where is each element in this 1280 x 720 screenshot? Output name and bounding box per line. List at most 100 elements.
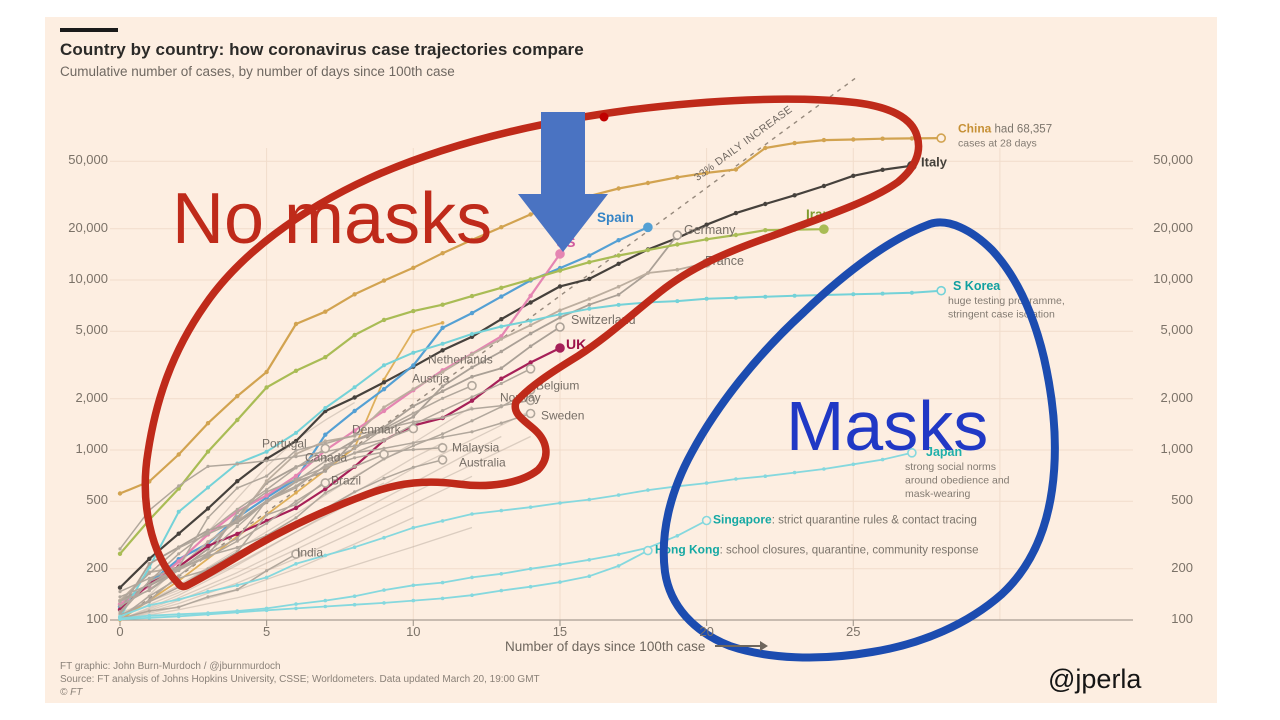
marker-dot (821, 183, 827, 189)
marker-dot (792, 140, 797, 146)
country-label-india: India (297, 546, 323, 560)
marker-dot (235, 524, 239, 529)
marker-dot (616, 253, 621, 258)
marker-dot (528, 567, 533, 571)
marker-dot (440, 341, 445, 346)
end-marker-brazil (320, 478, 331, 488)
marker-dot (381, 317, 387, 323)
chart-subtitle: Cumulative number of cases, by number of… (60, 64, 455, 79)
end-marker-denmark (408, 423, 419, 434)
x-axis-label: Number of days since 100th case (505, 639, 769, 654)
marker-dot (469, 334, 475, 339)
marker-dot (792, 193, 797, 198)
marker-dot (411, 441, 415, 445)
marker-dot (558, 501, 562, 505)
marker-dot (117, 491, 123, 496)
marker-dot (176, 597, 181, 602)
marker-dot (352, 438, 357, 443)
marker-dot (792, 470, 797, 475)
marker-dot (206, 612, 210, 617)
marker-dot (440, 321, 445, 325)
marker-dot (587, 497, 592, 502)
series-line-other (119, 475, 473, 621)
marker-dot (851, 292, 856, 297)
end-marker-uk (555, 343, 565, 353)
y-tick-label-left: 100 (86, 611, 108, 626)
marker-dot (235, 545, 239, 550)
marker-dot (206, 485, 210, 490)
country-label-spain: Spain (597, 210, 634, 225)
marker-dot (235, 539, 239, 543)
series-line-other (119, 435, 502, 621)
country-label-hong-kong: Hong Kong: school closures, quarantine, … (655, 543, 979, 557)
marker-dot (411, 420, 415, 424)
marker-dot (147, 616, 152, 620)
marker-dot (763, 145, 768, 151)
marker-dot (293, 321, 299, 327)
end-marker-netherlands (525, 363, 536, 374)
marker-dot (147, 603, 152, 608)
marker-dot (411, 329, 416, 334)
marker-dot (499, 349, 504, 354)
marker-dot (176, 452, 181, 457)
marker-dot (411, 415, 416, 419)
y-tick-label-left: 200 (86, 559, 108, 575)
marker-dot (675, 175, 680, 180)
marker-dot (206, 540, 210, 544)
marker-dot (763, 201, 768, 207)
marker-dot (645, 180, 651, 186)
series-line-other (119, 410, 531, 621)
marker-dot (616, 186, 621, 191)
marker-dot (470, 575, 474, 580)
marker-dot (528, 505, 533, 510)
marker-dot (616, 284, 621, 289)
country-note-china: cases at 28 days (958, 138, 1037, 150)
marker-dot (733, 167, 739, 172)
marker-dot (469, 310, 475, 316)
marker-dot (323, 491, 327, 495)
marker-dot (323, 355, 328, 360)
marker-dot (587, 297, 592, 301)
marker-dot (352, 545, 357, 549)
marker-dot (821, 137, 827, 143)
marker-dot (704, 222, 709, 227)
end-marker-singapore (701, 515, 712, 526)
no-masks-loop (141, 95, 923, 591)
marker-dot (265, 513, 269, 517)
end-marker-australia (437, 455, 448, 465)
marker-dot (265, 459, 269, 463)
marker-dot (675, 242, 680, 247)
marker-dot (734, 477, 738, 481)
marker-dot (206, 530, 210, 534)
marker-dot (176, 614, 181, 619)
marker-dot (441, 396, 445, 400)
marker-dot (763, 228, 768, 233)
marker-dot (704, 170, 709, 176)
end-marker-us (555, 249, 565, 259)
country-label-malaysia: Malaysia (452, 441, 500, 455)
marker-dot (294, 499, 298, 503)
y-tick-label-right: 5,000 (1160, 322, 1193, 338)
country-note-japan: strong social norms (905, 461, 996, 473)
marker-dot (411, 448, 415, 452)
marker-dot (733, 210, 739, 216)
marker-dot (528, 277, 533, 282)
marker-dot (147, 600, 151, 604)
marker-dot (118, 590, 122, 594)
marker-dot (352, 395, 357, 400)
y-tick-label-right: 2,000 (1160, 389, 1193, 405)
marker-dot (851, 173, 856, 178)
country-label-brazil: Brazil (331, 474, 361, 488)
marker-dot (118, 604, 122, 608)
x-axis-arrow-icon (715, 640, 769, 651)
marker-dot (235, 515, 240, 520)
marker-dot (205, 449, 211, 454)
marker-dot (733, 232, 739, 238)
marker-dot (206, 589, 210, 594)
end-marker-s-korea (936, 285, 947, 296)
marker-dot (558, 562, 562, 567)
marker-dot (118, 595, 122, 599)
marker-dot (704, 296, 709, 301)
marker-dot (294, 502, 298, 507)
